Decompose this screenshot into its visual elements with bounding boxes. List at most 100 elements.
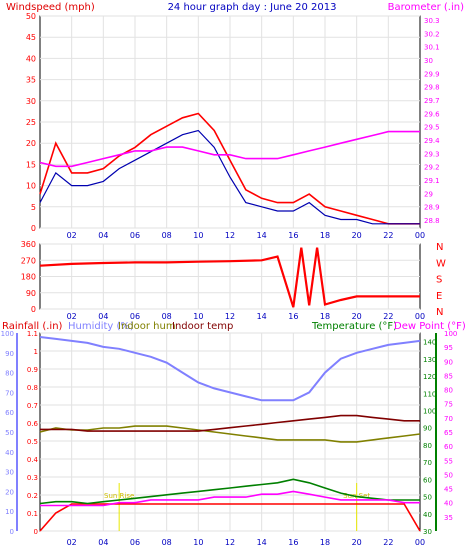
wind-tick-40: 40 — [26, 54, 36, 63]
rain-tick-0.9: 0.9 — [27, 366, 38, 374]
dew-tick-100: 100 — [444, 330, 457, 338]
legend-dew-point: Dew Point (°F) — [394, 321, 466, 332]
rain-tick-1.1: 1.1 — [27, 330, 38, 338]
x-tick-0-22: 22 — [383, 231, 393, 240]
dew-tick-35: 35 — [444, 514, 453, 522]
wind-tick-35: 35 — [26, 76, 36, 85]
dew-tick-85: 85 — [444, 372, 453, 380]
x-tick-1-08: 08 — [162, 312, 172, 321]
compass-0-N: N — [436, 242, 443, 253]
wind-tick-20: 20 — [26, 139, 36, 148]
rain-tick-0.7: 0.7 — [27, 402, 38, 410]
temp-tick-30: 30 — [423, 528, 432, 536]
wind-tick-30: 30 — [26, 97, 36, 106]
legend-rainfall: Rainfall (.in) — [2, 321, 63, 332]
hum-tick-10: 10 — [5, 508, 14, 516]
wind-gust-line — [39, 112, 420, 225]
x-tick-1-00: 00 — [415, 312, 425, 321]
dew-tick-70: 70 — [444, 415, 453, 423]
dir-tick-360: 360 — [21, 240, 36, 249]
hum-tick-60: 60 — [5, 409, 14, 417]
baro-tick-29.8: 29.8 — [424, 84, 440, 92]
x-tick-0-16: 16 — [288, 231, 298, 240]
temp-tick-100: 100 — [423, 407, 436, 415]
wind-tick-45: 45 — [26, 33, 36, 42]
wind-tick-0: 0 — [31, 224, 36, 233]
x-tick-1-12: 12 — [225, 312, 235, 321]
baro-tick-29.5: 29.5 — [424, 124, 440, 132]
x-tick-0-04: 04 — [98, 231, 108, 240]
hum-tick-70: 70 — [5, 389, 14, 397]
baro-tick-28.9: 28.9 — [424, 204, 440, 212]
dir-tick-270: 270 — [21, 256, 36, 265]
dew-tick-55: 55 — [444, 457, 453, 465]
graph-title: 24 hour graph day : June 20 2013 — [168, 2, 337, 13]
x-tick-2-02: 02 — [67, 538, 77, 547]
dew-tick-45: 45 — [444, 486, 453, 494]
rain-tick-0.5: 0.5 — [27, 438, 38, 446]
x-tick-2-14: 14 — [257, 538, 267, 547]
x-tick-2-06: 06 — [130, 538, 140, 547]
compass-2-S: S — [436, 275, 442, 286]
dew-tick-60: 60 — [444, 443, 453, 451]
x-tick-2-04: 04 — [98, 538, 108, 547]
temp-tick-140: 140 — [423, 339, 436, 347]
baro-tick-29.3: 29.3 — [424, 150, 440, 158]
rain-tick-0.6: 0.6 — [27, 420, 39, 428]
rain-tick-0.4: 0.4 — [27, 456, 39, 464]
x-tick-0-12: 12 — [225, 231, 235, 240]
x-tick-2-20: 20 — [352, 538, 362, 547]
temperature-line — [39, 478, 420, 505]
x-tick-1-06: 06 — [130, 312, 140, 321]
x-tick-0-02: 02 — [67, 231, 77, 240]
x-tick-2-12: 12 — [225, 538, 235, 547]
hum-tick-100: 100 — [1, 330, 14, 338]
wind-avg-line — [39, 129, 420, 225]
x-tick-0-00: 00 — [415, 231, 425, 240]
wind-tick-5: 5 — [31, 203, 36, 212]
x-tick-2-08: 08 — [162, 538, 172, 547]
dir-tick-90: 90 — [26, 289, 36, 298]
x-tick-1-10: 10 — [193, 312, 203, 321]
rainfall-line — [39, 503, 421, 532]
temp-tick-90: 90 — [423, 425, 432, 433]
temp-tick-80: 80 — [423, 442, 432, 450]
legend-indoor-hum: Indoor hum — [118, 321, 176, 332]
rain-tick-0.8: 0.8 — [27, 384, 38, 392]
x-tick-0-14: 14 — [257, 231, 267, 240]
baro-tick-29.7: 29.7 — [424, 97, 440, 105]
dew-tick-75: 75 — [444, 401, 453, 409]
temp-tick-50: 50 — [423, 494, 432, 502]
hum-tick-50: 50 — [5, 429, 14, 437]
baro-axis-label: Barometer (.in) — [388, 2, 464, 13]
temp-tick-70: 70 — [423, 459, 432, 467]
dew-tick-40: 40 — [444, 500, 453, 508]
x-tick-2-22: 22 — [383, 538, 393, 547]
hum-tick-20: 20 — [5, 488, 14, 496]
dir-tick-180: 180 — [21, 273, 36, 282]
dew-tick-80: 80 — [444, 387, 453, 395]
x-tick-1-22: 22 — [383, 312, 393, 321]
wind-tick-10: 10 — [26, 182, 36, 191]
indoor-hum-line — [39, 425, 421, 443]
rain-tick-0.1: 0.1 — [27, 510, 38, 518]
hum-tick-90: 90 — [5, 350, 14, 358]
x-tick-0-06: 06 — [130, 231, 140, 240]
temp-tick-60: 60 — [423, 476, 432, 484]
hum-tick-30: 30 — [5, 469, 14, 477]
x-tick-1-18: 18 — [320, 312, 330, 321]
temp-tick-120: 120 — [423, 373, 436, 381]
temp-tick-40: 40 — [423, 511, 432, 519]
baro-tick-28.8: 28.8 — [424, 217, 440, 225]
x-tick-0-08: 08 — [162, 231, 172, 240]
compass-3-E: E — [436, 291, 442, 302]
baro-tick-29.6: 29.6 — [424, 110, 440, 118]
baro-tick-30.1: 30.1 — [424, 44, 440, 52]
baro-tick-30: 30 — [424, 57, 433, 65]
sunrise-label: Sun Rise — [104, 492, 134, 500]
x-tick-1-04: 04 — [98, 312, 108, 321]
rain-tick-1: 1 — [34, 348, 38, 356]
